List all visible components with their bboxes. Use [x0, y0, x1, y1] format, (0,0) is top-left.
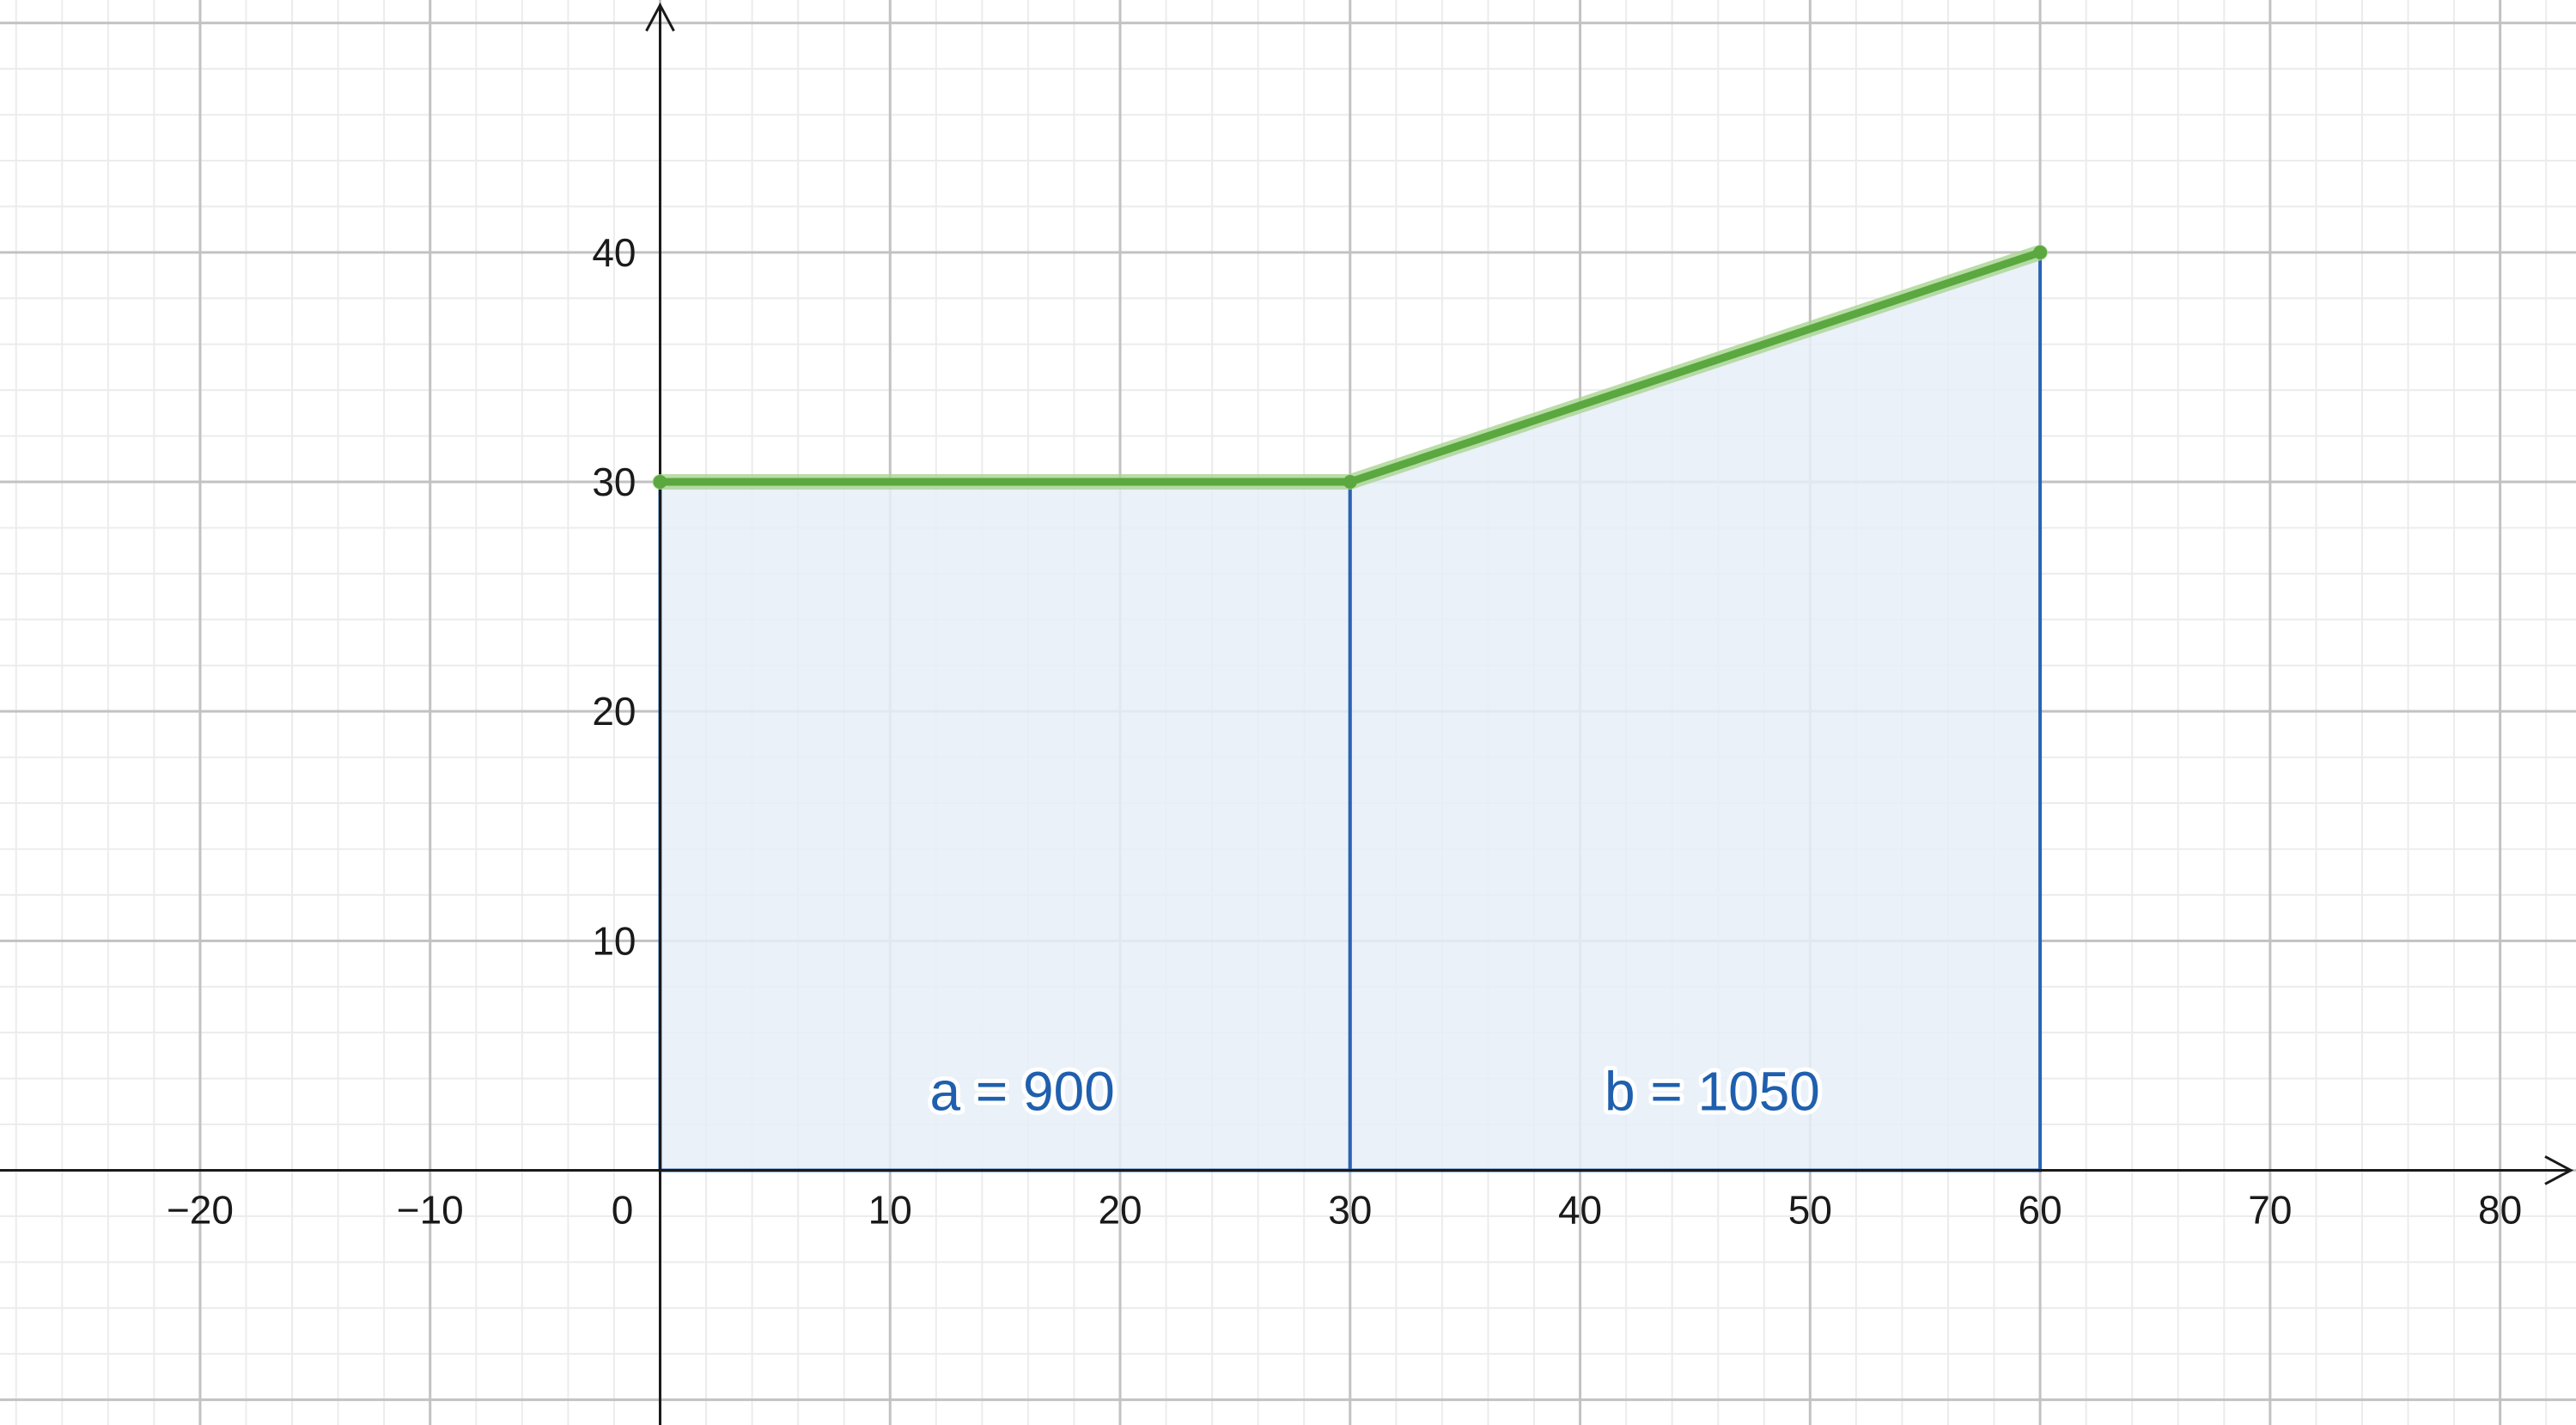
x-tick-label: 20: [1098, 1187, 1142, 1232]
x-tick-label: 70: [2248, 1187, 2292, 1232]
curve-point: [653, 475, 667, 490]
x-tick-label: 40: [1558, 1187, 1602, 1232]
y-tick-label: 40: [592, 230, 636, 275]
x-tick-label: 30: [1328, 1187, 1372, 1232]
curve: [652, 244, 2049, 490]
tick-labels: 0 −20 −10 10 20 30 40 50 60 70 80 10 20 30 40: [167, 230, 2522, 1233]
y-tick-label: 20: [592, 689, 636, 734]
y-axis-arrow: [645, 2, 675, 32]
x-axis-arrow: [2544, 1155, 2574, 1185]
shaded-regions: [658, 250, 2043, 1172]
x-tick-label: 50: [1788, 1187, 1832, 1232]
origin-label: 0: [612, 1187, 634, 1232]
x-tick-label: 60: [2019, 1187, 2062, 1232]
region-label-b: b = 1050: [1605, 1060, 1820, 1122]
x-tick-label: −10: [397, 1187, 464, 1232]
curve-point: [1343, 475, 1357, 490]
region-label-a: a = 900: [929, 1060, 1114, 1122]
y-tick-label: 30: [592, 460, 636, 504]
x-tick-label: 10: [868, 1187, 912, 1232]
region-labels: a = 900 b = 1050: [925, 1056, 1824, 1126]
curve-point: [2033, 245, 2048, 259]
x-tick-label: 80: [2478, 1187, 2522, 1232]
x-tick-label: −20: [167, 1187, 234, 1232]
y-tick-label: 10: [592, 918, 636, 963]
